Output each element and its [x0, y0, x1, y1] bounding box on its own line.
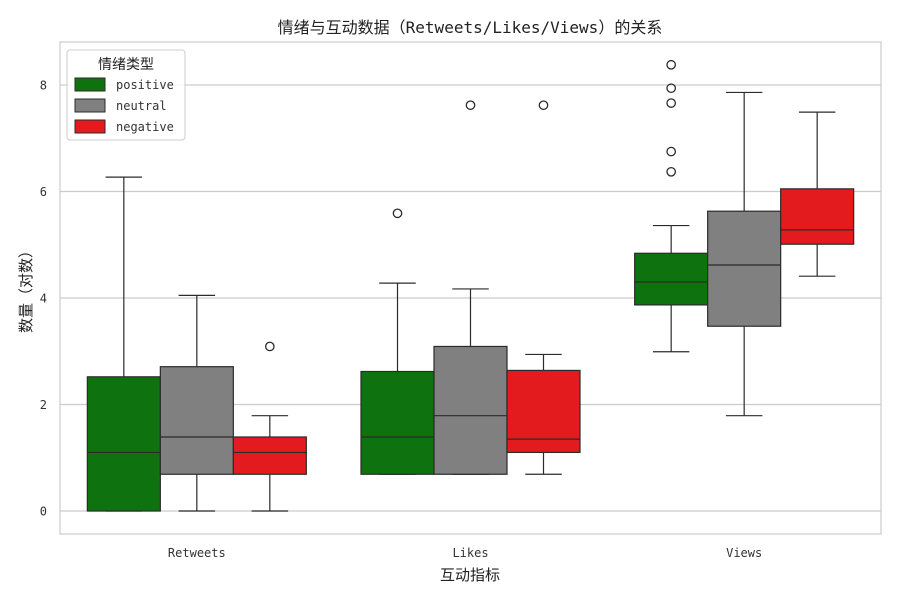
y-tick-label: 4: [40, 292, 47, 306]
legend-label-neutral: neutral: [116, 99, 167, 113]
outlier-point: [465, 100, 476, 111]
box-iqr: [506, 369, 581, 454]
outlier-point: [666, 166, 677, 177]
box-iqr: [232, 436, 307, 475]
x-axis-label: 互动指标: [440, 566, 500, 584]
box-iqr: [433, 345, 508, 475]
legend-swatch-positive: [74, 77, 106, 92]
chart-title: 情绪与互动数据（Retweets/Likes/Views）的关系: [278, 18, 663, 37]
y-axis-label: 数量（对数）: [17, 243, 35, 333]
y-tick-label: 8: [40, 79, 47, 93]
legend-label-positive: positive: [116, 78, 174, 92]
box-iqr: [86, 376, 161, 512]
box-neutral-views: [707, 91, 782, 417]
box-negative-retweets: [232, 341, 307, 512]
box-positive-retweets: [86, 176, 161, 512]
plot-area-frame: [59, 41, 882, 535]
box-iqr: [159, 366, 234, 475]
x-tick-label: Retweets: [168, 546, 226, 560]
legend-swatch-negative: [74, 119, 106, 134]
box-series: [86, 59, 855, 512]
x-tick-label: Likes: [452, 546, 488, 560]
box-positive-views: [634, 59, 709, 353]
legend-frame: [66, 49, 186, 141]
legend-title: 情绪类型: [98, 57, 154, 73]
box-iqr: [634, 252, 709, 306]
legend-label-negative: negative: [116, 120, 174, 134]
outlier-point: [538, 100, 549, 111]
box-negative-views: [780, 111, 855, 277]
y-tick-label: 2: [40, 398, 47, 412]
box-neutral-retweets: [159, 294, 234, 512]
outlier-point: [264, 341, 275, 352]
legend-swatch-neutral: [74, 98, 106, 113]
y-tick-label: 0: [40, 505, 47, 519]
outlier-point: [666, 146, 677, 157]
legend: 情绪类型 positive neutral negative: [66, 49, 186, 141]
box-iqr: [360, 370, 435, 475]
outlier-point: [666, 59, 677, 70]
y-axis-ticks: 0 2 4 6 8: [40, 79, 47, 519]
box-iqr: [707, 210, 782, 327]
outlier-point: [666, 98, 677, 108]
x-tick-label: Views: [726, 546, 762, 560]
box-positive-likes: [360, 208, 435, 475]
outlier-point: [392, 208, 403, 219]
box-negative-likes: [506, 100, 581, 475]
y-tick-label: 6: [40, 185, 47, 199]
box-neutral-likes: [433, 100, 508, 475]
box-iqr: [780, 188, 855, 245]
outlier-point: [666, 83, 677, 94]
legend-entries: positive neutral negative: [74, 77, 174, 134]
x-axis-ticks: Retweets Likes Views: [168, 546, 762, 560]
